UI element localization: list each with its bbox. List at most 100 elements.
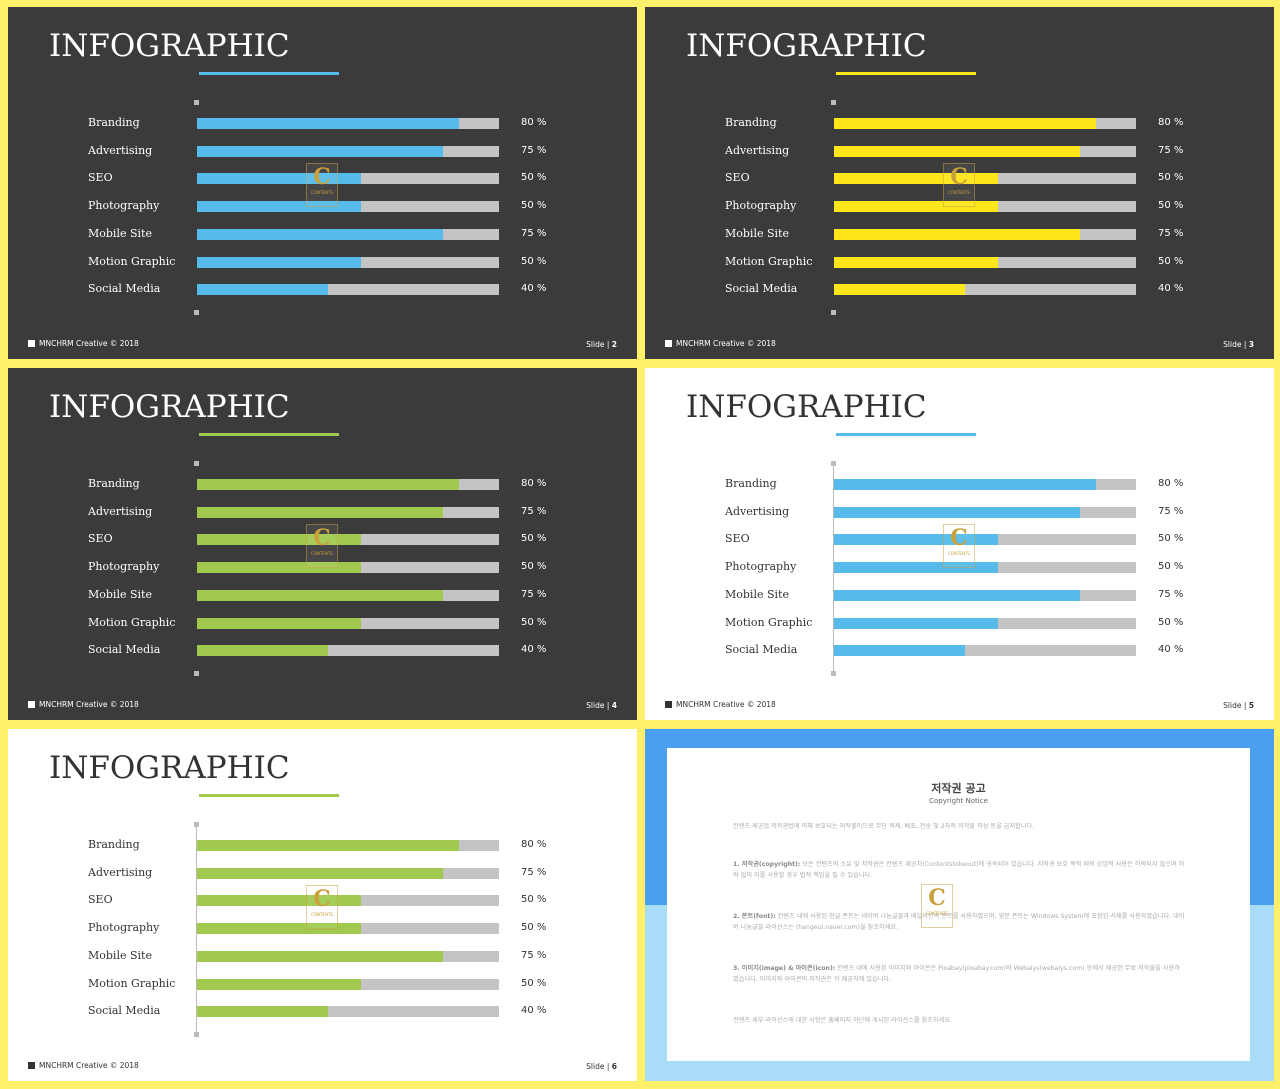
bar-label: Social Media <box>725 643 798 656</box>
notice-title: 저작권 공고 <box>931 782 986 795</box>
bar <box>834 118 1097 129</box>
slide-6[interactable]: INFOGRAPHIC Branding 80 % Advertising 75… <box>8 729 637 1081</box>
bar-track <box>834 229 1136 240</box>
footer-text: MNCHRM Creative © 2018 <box>39 339 139 348</box>
notice-head-font: 2. 폰트(font): <box>733 913 776 920</box>
chart-row: Motion Graphic 50 % <box>8 977 637 992</box>
bar-value-label: 75 % <box>521 867 547 878</box>
chart-row: Motion Graphic 50 % <box>645 616 1274 631</box>
notice-paragraph-5: 컨텐츠 세부 라이선스에 대한 사항은 홈페이지 하단에 게시된 라이선스를 참… <box>733 1017 952 1024</box>
slide-title: INFOGRAPHIC <box>49 750 290 786</box>
bar-track <box>197 479 499 490</box>
slide-number-value: 4 <box>611 701 617 710</box>
bar <box>197 868 443 879</box>
logo-letter: C <box>950 164 968 190</box>
bar-label: Advertising <box>725 144 790 157</box>
bar <box>834 618 998 629</box>
bar-value-label: 50 % <box>1158 200 1184 211</box>
bar-label: SEO <box>725 532 750 545</box>
bar-track <box>834 618 1136 629</box>
slide-title: INFOGRAPHIC <box>49 28 290 64</box>
title-underline <box>199 433 339 436</box>
bar <box>834 201 998 212</box>
chart-axis <box>194 100 199 315</box>
bar-track <box>197 562 499 573</box>
bar-track <box>197 618 499 629</box>
chart-row: Branding 80 % <box>645 116 1274 131</box>
chart-axis <box>194 822 199 1037</box>
bar-label: Social Media <box>725 282 798 295</box>
bar <box>197 590 443 601</box>
bar <box>197 1006 329 1017</box>
bar-value-label: 75 % <box>1158 228 1184 239</box>
slide-3[interactable]: INFOGRAPHIC Branding 80 % Advertising 75… <box>645 7 1274 359</box>
notice-paragraph-2: 1. 저작권(copyright): 모든 컨텐츠의 소유 및 저작권은 컨텐츠… <box>733 859 1185 881</box>
slide-4[interactable]: INFOGRAPHIC Branding 80 % Advertising 75… <box>8 368 637 720</box>
slide-number: Slide | 6 <box>586 1062 617 1071</box>
bar-label: Mobile Site <box>725 588 789 601</box>
bar-value-label: 80 % <box>521 478 547 489</box>
bar-track <box>834 201 1136 212</box>
bar-track <box>197 534 499 545</box>
footer-text: MNCHRM Creative © 2018 <box>676 700 776 709</box>
logo-text: CONTENTS <box>311 190 333 195</box>
bar-track <box>834 257 1136 268</box>
bar-value-label: 80 % <box>1158 117 1184 128</box>
bar <box>197 840 460 851</box>
bar-value-label: 75 % <box>1158 589 1184 600</box>
slide-number-label: Slide | <box>1223 340 1249 349</box>
bar-value-label: 50 % <box>521 617 547 628</box>
bar-track <box>197 840 499 851</box>
chart-row: Social Media 40 % <box>645 282 1274 297</box>
notice-text-font: 컨텐츠 내에 사용된 한글 폰트는 네이버 나눔글꼴과 배달의민족 폰트를 사용… <box>733 913 1185 931</box>
bar-value-label: 50 % <box>521 172 547 183</box>
contents-logo-icon: C CONTENTS <box>306 163 338 207</box>
bar-label: SEO <box>88 532 113 545</box>
bar-track <box>197 895 499 906</box>
chart-row: Branding 80 % <box>645 477 1274 492</box>
bar <box>834 173 998 184</box>
contents-logo-icon: C CONTENTS <box>943 524 975 568</box>
notice-paragraph-1: 컨텐츠 제공업 저작권법에 의해 보호되는 저작물이므로 무단 복제, 배포, … <box>733 823 1035 830</box>
bar <box>834 562 998 573</box>
bar <box>834 146 1080 157</box>
bar <box>197 534 361 545</box>
bar-label: Branding <box>88 838 140 851</box>
bar-label: Branding <box>88 116 140 129</box>
bar <box>197 479 460 490</box>
slide-5[interactable]: INFOGRAPHIC Branding 80 % Advertising 75… <box>645 368 1274 720</box>
footer-text: MNCHRM Creative © 2018 <box>676 339 776 348</box>
footer-square-icon <box>28 701 35 708</box>
bar <box>197 951 443 962</box>
title-underline <box>199 72 339 75</box>
notice-paragraph-4: 3. 이미지(image) & 아이콘(icon): 컨텐츠 내에 사용된 이미… <box>733 963 1185 985</box>
bar-label: Photography <box>88 199 160 212</box>
bar-label: Mobile Site <box>88 949 152 962</box>
bar-track <box>197 257 499 268</box>
bar-value-label: 75 % <box>521 145 547 156</box>
chart-row: Social Media 40 % <box>645 643 1274 658</box>
chart-row: Mobile Site 75 % <box>645 227 1274 242</box>
bar <box>197 507 443 518</box>
chart-axis <box>831 100 836 315</box>
notice-card: 저작권 공고 Copyright Notice 컨텐츠 제공업 저작권법에 의해… <box>667 748 1250 1061</box>
bar-label: Branding <box>725 116 777 129</box>
slide-2[interactable]: INFOGRAPHIC Branding 80 % Advertising 75… <box>8 7 637 359</box>
slide-copyright[interactable]: 저작권 공고 Copyright Notice 컨텐츠 제공업 저작권법에 의해… <box>645 729 1274 1081</box>
slide-number-value: 6 <box>611 1062 617 1071</box>
footer-text: MNCHRM Creative © 2018 <box>39 700 139 709</box>
bar-value-label: 75 % <box>1158 506 1184 517</box>
bar <box>197 257 361 268</box>
bar-value-label: 50 % <box>521 533 547 544</box>
bar-track <box>197 590 499 601</box>
slide-title: INFOGRAPHIC <box>686 28 927 64</box>
bar-label: Motion Graphic <box>88 977 176 990</box>
bar-label: Mobile Site <box>88 227 152 240</box>
slide-number-label: Slide | <box>586 340 612 349</box>
bar-track <box>197 1006 499 1017</box>
chart-row: Motion Graphic 50 % <box>8 255 637 270</box>
bar-label: SEO <box>725 171 750 184</box>
logo-text: CONTENTS <box>948 551 970 556</box>
chart-row: Motion Graphic 50 % <box>645 255 1274 270</box>
bar-track <box>197 951 499 962</box>
